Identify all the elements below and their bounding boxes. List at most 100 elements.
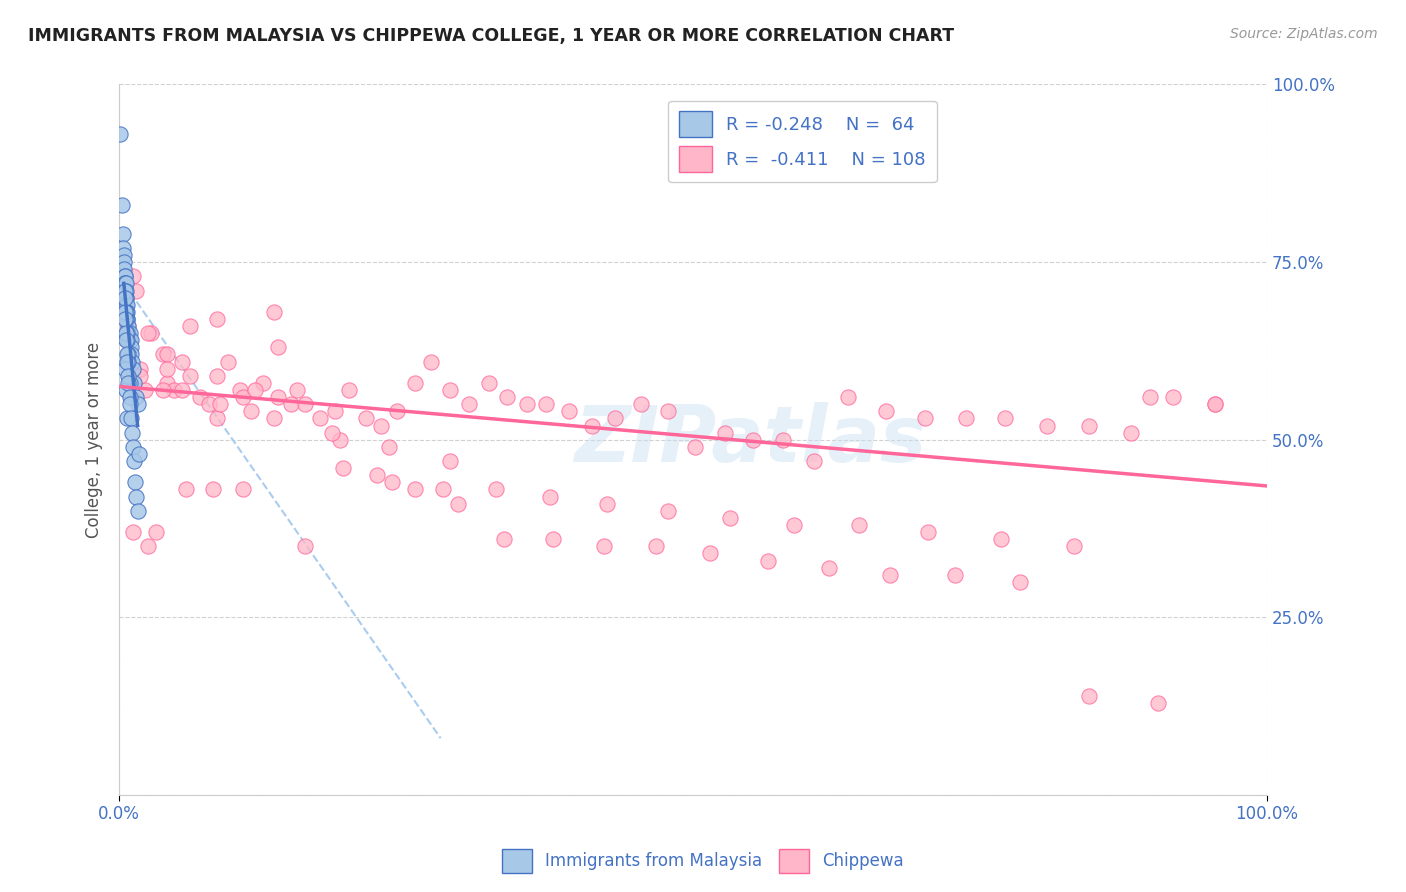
Point [115, 291, 138, 305]
Point [125, 284, 148, 298]
Point [125, 490, 148, 504]
Point [714, 425, 737, 440]
Point [420, 354, 443, 368]
Point [741, 433, 763, 447]
Point [783, 518, 806, 533]
Point [118, 333, 141, 347]
Point [128, 447, 150, 461]
Point [280, 397, 302, 411]
Point [1063, 539, 1085, 553]
Point [121, 354, 143, 368]
Point [117, 354, 139, 368]
Point [630, 397, 652, 411]
Point [115, 277, 138, 291]
Point [122, 454, 145, 468]
Point [538, 490, 561, 504]
Point [115, 291, 138, 305]
Point [117, 376, 139, 390]
Point [232, 483, 254, 497]
Point [112, 248, 135, 262]
Point [115, 284, 138, 298]
Point [837, 390, 859, 404]
Point [205, 368, 228, 383]
Point [645, 539, 668, 553]
Point [263, 411, 285, 425]
Point [152, 347, 174, 361]
Point [879, 567, 901, 582]
Point [263, 305, 285, 319]
Point [114, 269, 136, 284]
Point [202, 483, 225, 497]
Point [114, 269, 136, 284]
Point [848, 518, 870, 533]
Point [129, 361, 152, 376]
Point [114, 312, 136, 326]
Point [127, 504, 149, 518]
Point [337, 383, 360, 397]
Point [134, 383, 156, 397]
Point [117, 411, 139, 425]
Point [404, 376, 426, 390]
Point [378, 440, 401, 454]
Point [117, 326, 139, 340]
Point [110, 198, 132, 212]
Point [145, 525, 167, 540]
Point [117, 354, 139, 368]
Point [115, 298, 138, 312]
Point [117, 298, 139, 312]
Point [321, 425, 343, 440]
Point [370, 418, 392, 433]
Y-axis label: College, 1 year or more: College, 1 year or more [86, 342, 103, 538]
Point [439, 383, 461, 397]
Point [285, 383, 308, 397]
Point [718, 511, 741, 525]
Point [124, 475, 146, 490]
Point [478, 376, 501, 390]
Point [1010, 574, 1032, 589]
Point [329, 433, 352, 447]
Point [136, 539, 159, 553]
Point [117, 312, 139, 326]
Point [252, 376, 274, 390]
Point [685, 440, 707, 454]
Text: IMMIGRANTS FROM MALAYSIA VS CHIPPEWA COLLEGE, 1 YEAR OR MORE CORRELATION CHART: IMMIGRANTS FROM MALAYSIA VS CHIPPEWA COL… [28, 27, 955, 45]
Point [115, 312, 138, 326]
Point [122, 269, 145, 284]
Point [332, 461, 354, 475]
Point [592, 539, 614, 553]
Point [152, 383, 174, 397]
Point [141, 326, 163, 340]
Point [294, 539, 316, 553]
Point [163, 383, 186, 397]
Point [112, 262, 135, 277]
Point [458, 397, 481, 411]
Point [174, 483, 197, 497]
Point [485, 483, 508, 497]
Point [120, 340, 142, 354]
Point [657, 504, 679, 518]
Point [114, 291, 136, 305]
Point [596, 497, 619, 511]
Point [817, 560, 839, 574]
Point [1139, 390, 1161, 404]
Point [179, 368, 201, 383]
Point [229, 383, 252, 397]
Point [117, 333, 139, 347]
Point [117, 333, 139, 347]
Point [917, 525, 939, 540]
Point [385, 404, 408, 418]
Point [122, 361, 145, 376]
Point [114, 291, 136, 305]
Point [492, 533, 515, 547]
Point [118, 390, 141, 404]
Point [240, 404, 263, 418]
Text: ZIPatlas: ZIPatlas [574, 401, 927, 478]
Point [447, 497, 470, 511]
Point [205, 312, 228, 326]
Point [772, 433, 794, 447]
Point [354, 411, 377, 425]
Point [111, 241, 134, 255]
Point [117, 326, 139, 340]
Point [1161, 390, 1184, 404]
Point [699, 546, 721, 560]
